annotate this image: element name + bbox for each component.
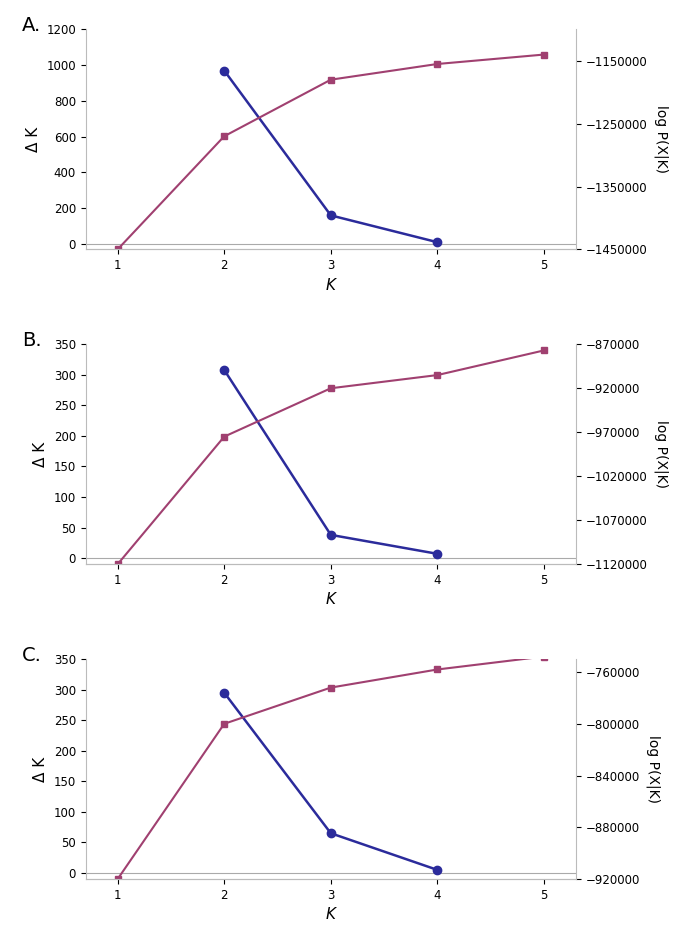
- X-axis label: K: K: [326, 278, 336, 293]
- Text: A.: A.: [22, 16, 41, 36]
- Y-axis label: Δ K: Δ K: [33, 441, 48, 467]
- X-axis label: K: K: [326, 907, 336, 922]
- Text: B.: B.: [22, 331, 42, 350]
- Y-axis label: Δ K: Δ K: [25, 127, 40, 152]
- Y-axis label: log P(X|K): log P(X|K): [654, 421, 669, 488]
- X-axis label: K: K: [326, 593, 336, 608]
- Y-axis label: log P(X|K): log P(X|K): [647, 735, 661, 803]
- Y-axis label: log P(X|K): log P(X|K): [653, 105, 668, 174]
- Y-axis label: Δ K: Δ K: [33, 757, 48, 782]
- Text: C.: C.: [22, 646, 42, 665]
